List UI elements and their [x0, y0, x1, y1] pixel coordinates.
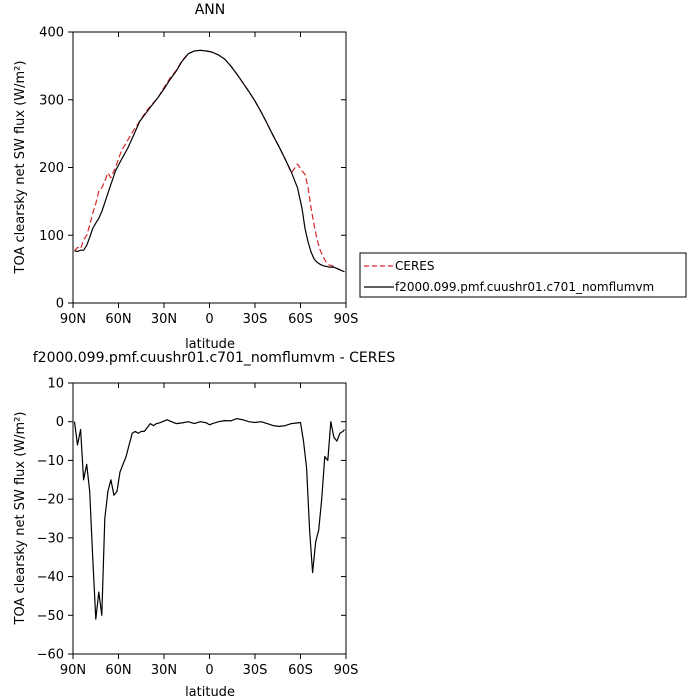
bottom-x-tick-label: 0 — [205, 663, 213, 678]
legend-box — [359, 252, 687, 298]
top-x-tick-label: 60S — [288, 312, 313, 327]
top-x-tick-label: 30S — [243, 312, 268, 327]
top-plot-frame — [72, 31, 347, 304]
bottom-x-tick-label: 90N — [60, 663, 86, 678]
top-series-line-model — [74, 49, 345, 273]
legend: CERES f2000.099.pmf.cuushr01.c701_nomflu… — [359, 252, 687, 298]
bottom-plot-area: 90N 60N 30N 0 30S 60S 90S 10 0 −10 −20 −30 −40 −50 −60 — [37, 377, 359, 679]
bottom-y-tick-label: −10 — [37, 454, 64, 469]
bottom-y-tick-label: 10 — [47, 377, 64, 392]
bottom-x-tick-label: 30S — [243, 663, 268, 678]
bottom-y-tick-label: −60 — [37, 648, 64, 663]
top-y-tick-label: 400 — [39, 26, 64, 41]
top-y-tick-label: 200 — [39, 161, 64, 176]
climatology-panel: ANN 90N 60N 30N 0 30S 60S 90S 0 100 200 300 400 lat… — [13, 2, 358, 352]
top-series-line-ceres — [74, 49, 345, 273]
top-x-tick-label: 0 — [205, 312, 213, 327]
bottom-x-axis-label: latitude — [185, 685, 235, 700]
top-y-axis-label: TOA clearsky net SW flux (W/m²) — [13, 61, 28, 275]
top-y-tick-label: 0 — [56, 297, 64, 312]
bottom-y-tick-label: −40 — [37, 570, 64, 585]
bottom-y-tick-label: −50 — [37, 609, 64, 624]
difference-panel: f2000.099.pmf.cuushr01.c701_nomflumvm - … — [13, 350, 395, 700]
top-chart-title: ANN — [195, 2, 226, 18]
bottom-chart-title: f2000.099.pmf.cuushr01.c701_nomflumvm - … — [33, 350, 396, 366]
top-plot-area: 90N 60N 30N 0 30S 60S 90S 0 100 200 300 400 — [39, 26, 358, 328]
top-x-axis-label: latitude — [185, 337, 235, 352]
legend-ceres-label: CERES — [395, 259, 435, 273]
bottom-x-tick-label: 90S — [334, 663, 359, 678]
top-x-tick-label: 30N — [151, 312, 177, 327]
top-y-tick-label: 100 — [39, 229, 64, 244]
bottom-plot-frame — [72, 382, 347, 655]
bottom-series-line-model — [73, 418, 345, 620]
bottom-y-axis-label: TOA clearsky net SW flux (W/m²) — [13, 412, 28, 626]
legend-model-label: f2000.099.pmf.cuushr01.c701_nomflumvm — [395, 280, 654, 294]
top-x-tick-label: 90N — [60, 312, 86, 327]
bottom-y-tick-label: 0 — [56, 415, 64, 430]
top-x-tick-label: 60N — [105, 312, 131, 327]
bottom-y-tick-label: −30 — [37, 531, 64, 546]
bottom-x-tick-label: 60N — [105, 663, 131, 678]
bottom-x-tick-label: 30N — [151, 663, 177, 678]
bottom-x-tick-label: 60S — [288, 663, 313, 678]
bottom-y-tick-label: −20 — [37, 493, 64, 508]
top-x-tick-label: 90S — [334, 312, 359, 327]
top-y-tick-label: 300 — [39, 93, 64, 108]
